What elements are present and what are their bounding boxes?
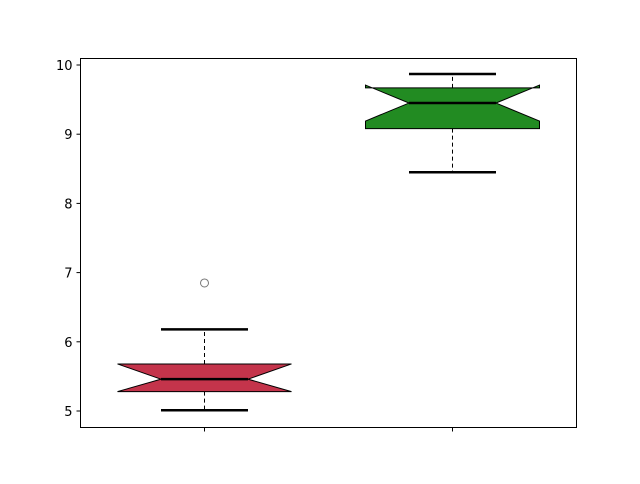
plot-area [117, 72, 540, 412]
y-tick-label: 5 [64, 405, 72, 420]
notched-box [365, 84, 540, 130]
notched-box [117, 363, 292, 393]
y-tick-label: 9 [64, 128, 72, 143]
axes-frame [80, 58, 577, 428]
y-tick-label: 7 [64, 267, 72, 282]
y-tick-label: 8 [64, 197, 72, 212]
box-2 [365, 72, 540, 174]
y-tick-label: 6 [64, 336, 72, 351]
y-axis: 5 6 7 8 9 10 [56, 59, 81, 420]
box-1 [117, 278, 292, 412]
y-tick-label: 10 [56, 59, 73, 74]
x-axis [204, 427, 453, 432]
outlier-point [200, 278, 209, 288]
